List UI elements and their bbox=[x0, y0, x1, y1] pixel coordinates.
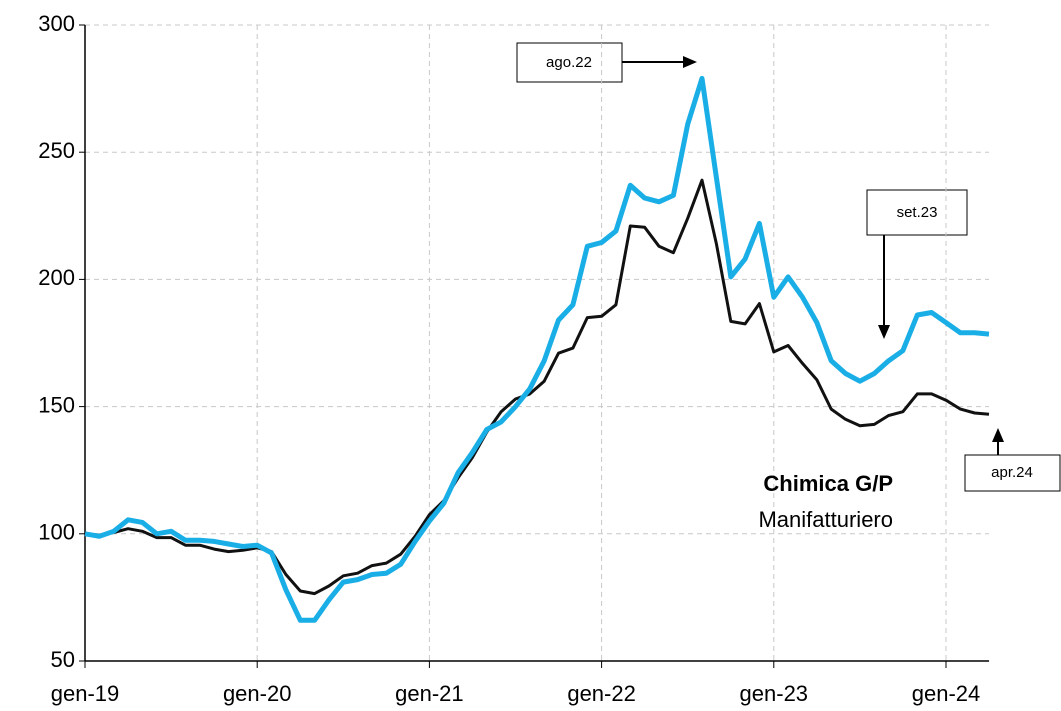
annotation-text: apr.24 bbox=[991, 464, 1033, 481]
annotation-text: set.23 bbox=[897, 204, 938, 221]
y-tick-label: 100 bbox=[38, 520, 75, 545]
arrow-head bbox=[992, 428, 1004, 442]
x-tick-label: gen-24 bbox=[912, 681, 981, 706]
annotation-box bbox=[516, 42, 623, 83]
x-tick-label: gen-20 bbox=[223, 681, 292, 706]
y-tick-label: 150 bbox=[38, 392, 75, 417]
y-tick-label: 300 bbox=[38, 11, 75, 36]
arrow-head bbox=[683, 56, 697, 68]
x-tick-label: gen-21 bbox=[395, 681, 464, 706]
annotation: ago.22 bbox=[516, 42, 697, 83]
x-tick-label: gen-22 bbox=[567, 681, 636, 706]
series-line bbox=[84, 75, 990, 623]
annotation: apr.24 bbox=[964, 428, 1061, 492]
y-tick-label: 200 bbox=[38, 265, 75, 290]
legend-entry: Chimica G/P bbox=[763, 471, 893, 496]
x-tick-label: gen-23 bbox=[740, 681, 809, 706]
legend-entry: Manifatturiero bbox=[758, 507, 893, 532]
arrow-head bbox=[878, 325, 890, 339]
x-tick-label: gen-19 bbox=[51, 681, 120, 706]
annotation-text: ago.22 bbox=[546, 54, 592, 71]
annotation-box bbox=[866, 189, 968, 236]
y-tick-label: 250 bbox=[38, 138, 75, 163]
annotation: set.23 bbox=[866, 189, 968, 339]
series-line bbox=[84, 178, 990, 596]
y-tick-label: 50 bbox=[51, 647, 75, 672]
annotation-box bbox=[964, 454, 1061, 492]
